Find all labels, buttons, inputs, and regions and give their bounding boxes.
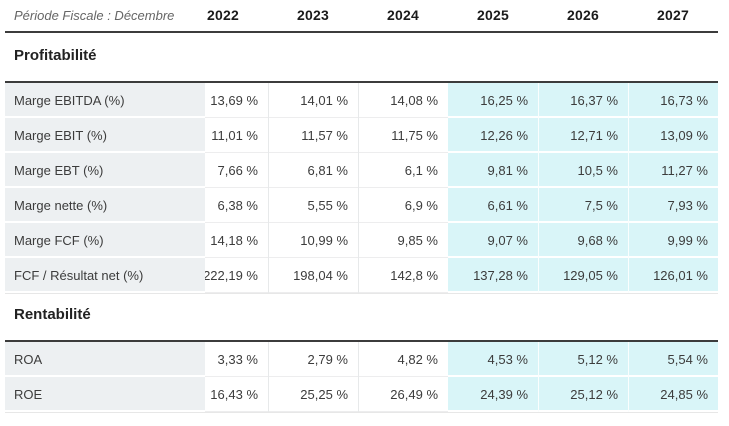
value-cell-forecast: 9,68 % [538,223,628,258]
value-cell: 6,9 % [358,188,448,223]
row-label: Marge nette (%) [5,188,205,223]
value-cell-forecast: 5,54 % [628,342,718,377]
table-row-fcf-resultat-net: 222,19 % 198,04 % 142,8 % 137,28 % 129,0… [5,258,718,293]
value-cell-forecast: 5,12 % [538,342,628,377]
value-cell: 10,99 % [268,223,358,258]
row-label: Marge EBIT (%) [5,118,205,153]
value-cell: 9,85 % [358,223,448,258]
row-values: 222,19 % 198,04 % 142,8 % 137,28 % 129,0… [178,258,718,293]
value-cell-forecast: 16,37 % [538,83,628,118]
value-cell-forecast: 16,73 % [628,83,718,118]
table-row-marge-ebit: 11,01 % 11,57 % 11,75 % 12,26 % 12,71 % … [5,118,718,153]
value-cell-forecast: 6,61 % [448,188,538,223]
row-values: 7,66 % 6,81 % 6,1 % 9,81 % 10,5 % 11,27 … [178,153,718,188]
value-cell: 2,79 % [268,342,358,377]
value-cell: 11,57 % [268,118,358,153]
value-cell-forecast: 24,39 % [448,377,538,412]
value-cell-forecast: 24,85 % [628,377,718,412]
value-cell-forecast: 9,99 % [628,223,718,258]
value-cell-forecast: 12,26 % [448,118,538,153]
row-values: 14,18 % 10,99 % 9,85 % 9,07 % 9,68 % 9,9… [178,223,718,258]
value-cell: 6,1 % [358,153,448,188]
fiscal-period-label: Période Fiscale : Décembre [5,0,205,31]
value-cell-forecast: 10,5 % [538,153,628,188]
row-values: 16,43 % 25,25 % 26,49 % 24,39 % 25,12 % … [178,377,718,412]
value-cell-forecast: 7,5 % [538,188,628,223]
value-cell-forecast: 4,53 % [448,342,538,377]
year-header-2027: 2027 [657,7,689,23]
year-columns: 2022 2023 2024 2025 2026 2027 [178,0,718,33]
table-row-marge-ebt: 7,66 % 6,81 % 6,1 % 9,81 % 10,5 % 11,27 … [5,153,718,188]
row-label: ROE [5,377,205,412]
row-label: ROA [5,342,205,377]
row-label: FCF / Résultat net (%) [5,258,205,293]
value-cell: 14,08 % [358,83,448,118]
value-cell: 25,25 % [268,377,358,412]
row-label: Marge FCF (%) [5,223,205,258]
table-row-roe: 16,43 % 25,25 % 26,49 % 24,39 % 25,12 % … [5,377,718,412]
value-cell: 5,55 % [268,188,358,223]
value-cell: 14,01 % [268,83,358,118]
value-cell-forecast: 11,27 % [628,153,718,188]
value-cell: 6,81 % [268,153,358,188]
value-cell: 4,82 % [358,342,448,377]
value-cell-forecast: 9,81 % [448,153,538,188]
value-cell: 142,8 % [358,258,448,293]
value-cell-forecast: 126,01 % [628,258,718,293]
row-label: Marge EBT (%) [5,153,205,188]
value-cell-forecast: 12,71 % [538,118,628,153]
section-title-rentability: Rentabilité [14,306,91,323]
value-cell-forecast: 7,93 % [628,188,718,223]
row-values: 11,01 % 11,57 % 11,75 % 12,26 % 12,71 % … [178,118,718,153]
rentability-table: 3,33 % 2,79 % 4,82 % 4,53 % 5,12 % 5,54 … [5,340,718,413]
year-header-2022: 2022 [207,7,239,23]
table-header: 2022 2023 2024 2025 2026 2027 Période Fi… [5,0,718,33]
table-row-roa: 3,33 % 2,79 % 4,82 % 4,53 % 5,12 % 5,54 … [5,342,718,377]
table-row-marge-ebitda: 13,69 % 14,01 % 14,08 % 16,25 % 16,37 % … [5,83,718,118]
value-cell: 198,04 % [268,258,358,293]
row-values: 13,69 % 14,01 % 14,08 % 16,25 % 16,37 % … [178,83,718,118]
year-header-2023: 2023 [297,7,329,23]
value-cell-forecast: 137,28 % [448,258,538,293]
row-label: Marge EBITDA (%) [5,83,205,118]
year-header-2024: 2024 [387,7,419,23]
row-values: 3,33 % 2,79 % 4,82 % 4,53 % 5,12 % 5,54 … [178,342,718,377]
profitability-table: 13,69 % 14,01 % 14,08 % 16,25 % 16,37 % … [5,81,718,294]
value-cell: 26,49 % [358,377,448,412]
table-row-marge-fcf: 14,18 % 10,99 % 9,85 % 9,07 % 9,68 % 9,9… [5,223,718,258]
section-title-profitability: Profitabilité [14,47,97,64]
year-header-2026: 2026 [567,7,599,23]
value-cell-forecast: 9,07 % [448,223,538,258]
value-cell-forecast: 13,09 % [628,118,718,153]
row-values: 6,38 % 5,55 % 6,9 % 6,61 % 7,5 % 7,93 % [178,188,718,223]
value-cell-forecast: 16,25 % [448,83,538,118]
value-cell-forecast: 129,05 % [538,258,628,293]
table-row-marge-nette: 6,38 % 5,55 % 6,9 % 6,61 % 7,5 % 7,93 % … [5,188,718,223]
value-cell-forecast: 25,12 % [538,377,628,412]
value-cell: 11,75 % [358,118,448,153]
year-header-2025: 2025 [477,7,509,23]
